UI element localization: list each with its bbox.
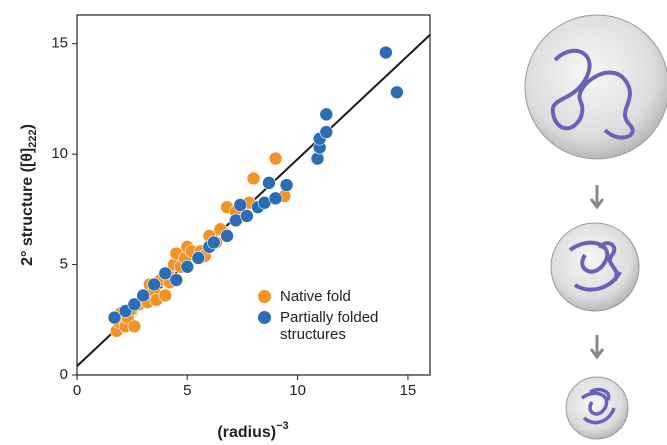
x-tick-label: 10 [289, 382, 306, 399]
sphere-unfolded [524, 14, 667, 160]
point [268, 151, 283, 166]
legend-label: Native fold [280, 288, 351, 305]
point [233, 198, 248, 212]
x-label-sup: −3 [276, 420, 289, 432]
legend-item: Native fold [258, 288, 428, 305]
point [262, 176, 276, 190]
point [206, 235, 221, 250]
y-label-end: ) [19, 124, 36, 129]
chain-intermediate [568, 240, 622, 292]
point [107, 310, 122, 325]
point [191, 251, 206, 265]
point [127, 319, 142, 334]
point [136, 288, 150, 303]
point [147, 277, 162, 292]
legend-marker [258, 290, 271, 303]
x-axis-label: (radius)−3 [217, 420, 288, 441]
legend-marker [258, 311, 271, 324]
plot-frame [76, 14, 431, 376]
x-tick-label: 0 [73, 382, 81, 399]
y-axis-label: 2° structure ([θ]222) [19, 124, 39, 266]
y-tick-label: 10 [51, 145, 68, 162]
chain-folded [580, 387, 616, 425]
legend-label: Partially folded structures [280, 309, 379, 343]
arrow [589, 335, 605, 360]
point [268, 191, 283, 206]
y-tick-label: 5 [60, 256, 68, 273]
point [319, 125, 334, 139]
x-label-main: (radius) [217, 424, 276, 441]
y-label-main: 2° structure ([θ] [19, 148, 36, 266]
y-tick-label: 15 [51, 35, 68, 52]
point [169, 273, 184, 287]
legend: Native fold Partially folded structures [258, 288, 428, 347]
sphere-intermediate [550, 222, 640, 312]
point [240, 209, 254, 223]
y-tick-label: 0 [60, 366, 68, 383]
y-label-sub: 222 [27, 129, 39, 147]
point [180, 259, 195, 274]
point [310, 151, 325, 166]
x-tick-label: 15 [400, 382, 417, 399]
point [279, 178, 294, 192]
legend-item: Partially folded structures [258, 309, 428, 343]
arrow [589, 185, 605, 210]
folding-diagram [524, 14, 667, 440]
x-tick-label: 5 [183, 382, 191, 399]
point [158, 288, 173, 303]
sphere-folded [565, 376, 629, 440]
point [319, 107, 334, 122]
chain-unfolded [550, 48, 635, 140]
point [220, 229, 234, 243]
point [246, 171, 261, 186]
point [379, 45, 393, 60]
point [158, 266, 173, 281]
point [390, 85, 404, 100]
point [127, 297, 142, 312]
